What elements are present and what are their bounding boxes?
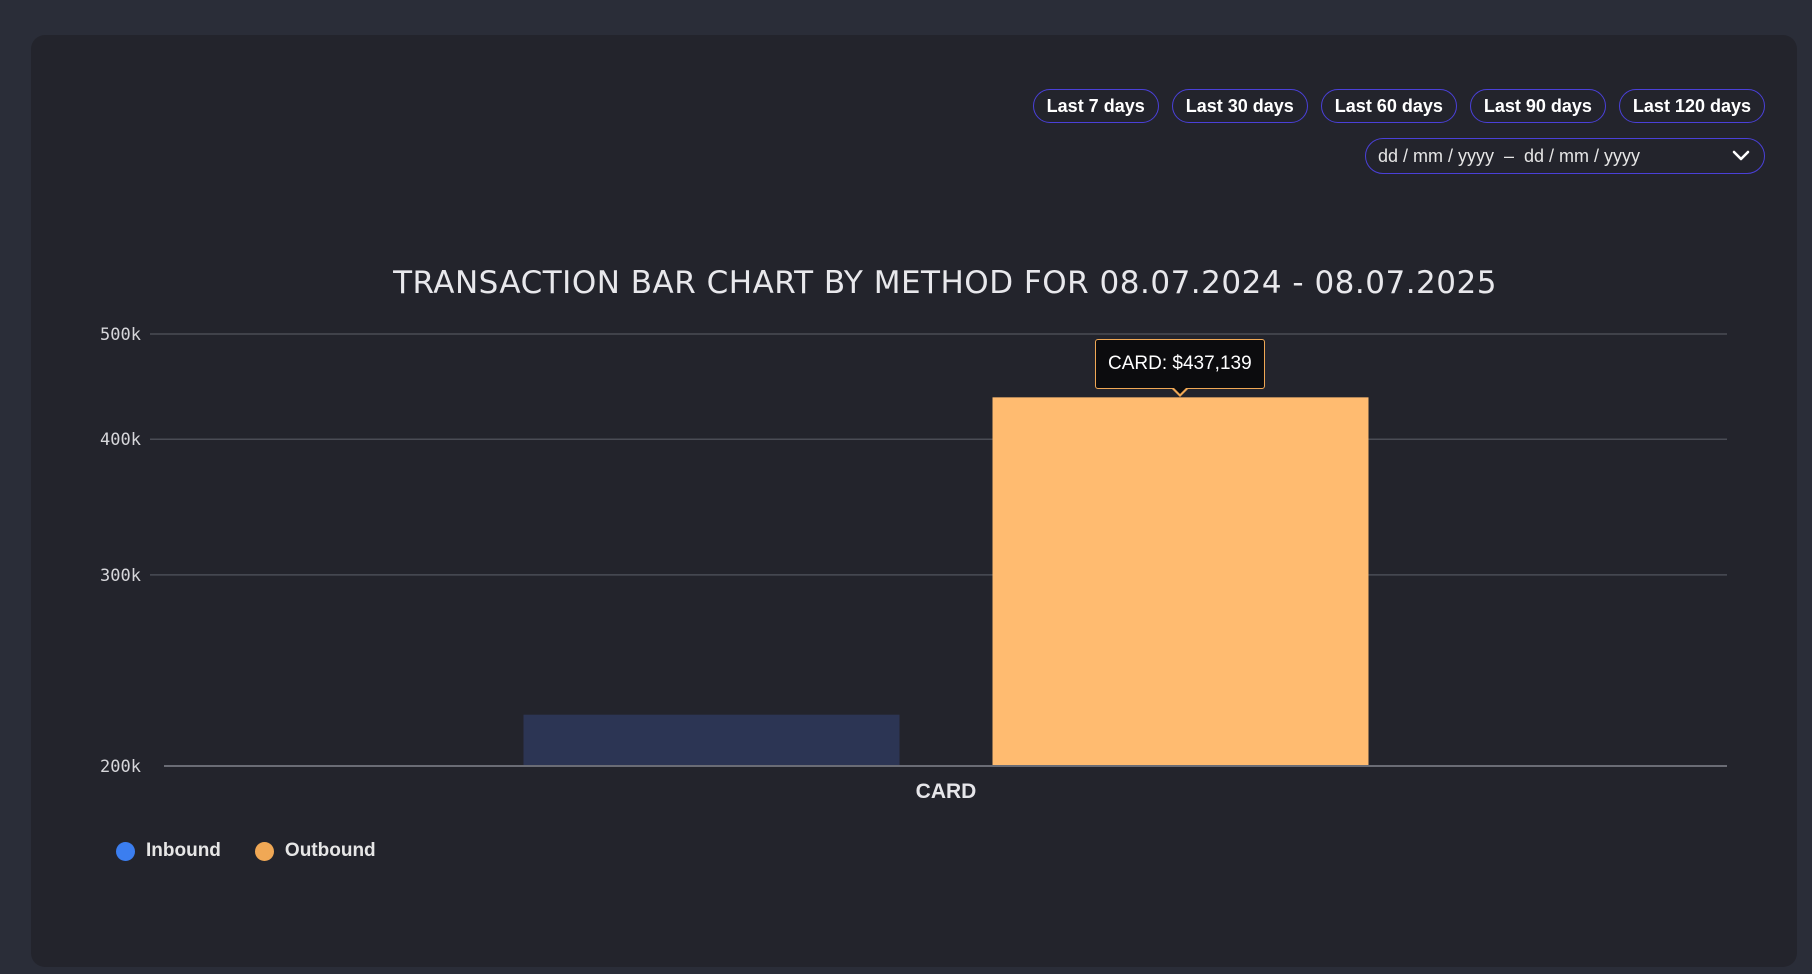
legend-dot-outbound (254, 841, 274, 861)
date-range-text: dd / mm / yyyy – dd / mm / yyyy (1378, 145, 1641, 166)
chart-title: TRANSACTION BAR CHART BY METHOD FOR 08.0… (393, 265, 1497, 301)
chart-legend: Inbound Outbound (116, 840, 376, 862)
range-button-group: Last 7 days Last 30 days Last 60 days La… (1032, 89, 1765, 123)
last-90-days-button[interactable]: Last 90 days (1469, 89, 1606, 123)
last-7-days-button[interactable]: Last 7 days (1032, 89, 1159, 123)
chart-panel (31, 35, 1797, 967)
y-tick-label: 200k (100, 757, 141, 777)
bar-inbound (523, 714, 900, 766)
x-category-label: CARD (916, 780, 977, 803)
last-30-days-button[interactable]: Last 30 days (1171, 89, 1308, 123)
legend-label-outbound: Outbound (284, 840, 376, 861)
chevron-down-icon[interactable] (1730, 145, 1752, 167)
last-120-days-button[interactable]: Last 120 days (1618, 89, 1765, 123)
tooltip-arrow-inner (1173, 387, 1187, 394)
legend-item-outbound[interactable]: Outbound (254, 840, 376, 862)
date-range-picker[interactable]: dd / mm / yyyy – dd / mm / yyyy (1365, 138, 1765, 174)
legend-dot-inbound (116, 841, 135, 861)
y-tick-label: 500k (100, 325, 141, 345)
bar-outbound (992, 397, 1369, 766)
y-tick-label: 300k (100, 566, 141, 586)
y-tick-label: 400k (100, 430, 141, 450)
last-60-days-button[interactable]: Last 60 days (1320, 89, 1457, 123)
bar-tooltip: CARD: $437,139 (1095, 339, 1265, 389)
legend-label-inbound: Inbound (146, 840, 221, 861)
legend-item-inbound[interactable]: Inbound (116, 840, 221, 862)
